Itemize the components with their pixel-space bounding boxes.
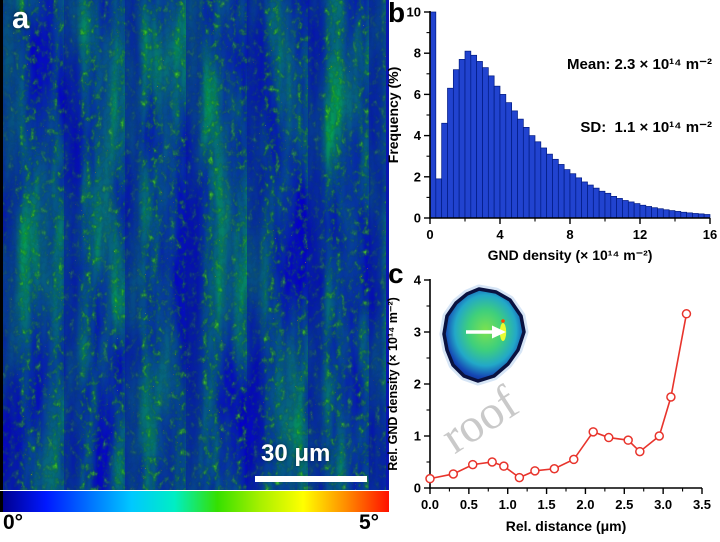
- svg-text:12: 12: [633, 227, 647, 242]
- svg-text:6: 6: [414, 87, 421, 102]
- svg-text:Rel. GND density (× 10¹⁴ m⁻²): Rel. GND density (× 10¹⁴ m⁻²): [386, 297, 400, 471]
- arrow-head-icon: [492, 325, 506, 339]
- sd-annotation: SD: 1.1 × 10¹⁴ m⁻²: [580, 119, 712, 136]
- colorbar-max-label: 5°: [359, 511, 380, 534]
- colorbar-min-label: 0°: [3, 511, 24, 534]
- svg-text:4: 4: [414, 128, 422, 143]
- svg-text:1: 1: [414, 429, 421, 444]
- kam-colorbar: [0, 491, 389, 512]
- svg-text:Frequency (%): Frequency (%): [385, 67, 401, 163]
- svg-text:1.5: 1.5: [538, 497, 556, 512]
- svg-text:0: 0: [426, 227, 433, 242]
- svg-text:0: 0: [414, 481, 421, 496]
- svg-text:4: 4: [496, 227, 504, 242]
- scale-bar-label: 30 μm: [261, 440, 331, 467]
- svg-text:GND density (× 10¹⁴ m⁻²): GND density (× 10¹⁴ m⁻²): [488, 247, 653, 263]
- panel-a-map: a 30 μm: [0, 0, 389, 490]
- svg-text:0.0: 0.0: [421, 497, 439, 512]
- panel-c-label: c: [388, 258, 404, 289]
- rel-gnd-density-chart: 0.0 0.5 1.0 1.5 2.0 2.5 3.0 3.5 0 1 2 3 4 Rel. distan…: [386, 273, 711, 535]
- kam-map-image: [3, 0, 386, 490]
- panel-b-histogram: b 0 4 8 12 16 0 2 4 6 8 10 GND density (× 10¹⁴ m⁻²)…: [384, 0, 720, 266]
- svg-text:16: 16: [703, 227, 717, 242]
- svg-text:10: 10: [407, 5, 421, 20]
- gnd-density-histogram: 0 4 8 12 16 0 2 4 6 8 10 GND density (× 10¹⁴ m⁻²) Fr…: [385, 5, 717, 264]
- svg-text:0: 0: [414, 211, 421, 226]
- red-pixel: [501, 319, 505, 323]
- svg-text:3: 3: [414, 325, 421, 340]
- mean-annotation: Mean: 2.3 × 10¹⁴ m⁻²: [567, 56, 712, 73]
- svg-text:Rel. distance (μm): Rel. distance (μm): [506, 518, 627, 534]
- svg-text:8: 8: [566, 227, 573, 242]
- inset-grain-image: [439, 284, 529, 386]
- svg-text:2: 2: [414, 169, 421, 184]
- svg-text:1.0: 1.0: [499, 497, 517, 512]
- svg-text:2.0: 2.0: [576, 497, 594, 512]
- svg-text:8: 8: [414, 46, 421, 61]
- svg-text:3.0: 3.0: [654, 497, 672, 512]
- svg-text:3.5: 3.5: [693, 497, 711, 512]
- svg-text:2: 2: [414, 377, 421, 392]
- scale-bar: [255, 476, 367, 482]
- histogram-stats: Mean: 2.3 × 10¹⁴ m⁻² SD: 1.1 × 10¹⁴ m⁻²: [567, 12, 712, 180]
- svg-text:0.5: 0.5: [460, 497, 478, 512]
- panel-c-line-plot: c 0.0 0.5 1.0 1.5 2.0 2.5 3.0 3.5 0 1 2 3 4 Rel.: [384, 258, 720, 542]
- svg-text:4: 4: [414, 273, 422, 288]
- panel-b-label: b: [388, 0, 406, 28]
- panel-a-label: a: [12, 0, 30, 35]
- svg-text:2.5: 2.5: [615, 497, 633, 512]
